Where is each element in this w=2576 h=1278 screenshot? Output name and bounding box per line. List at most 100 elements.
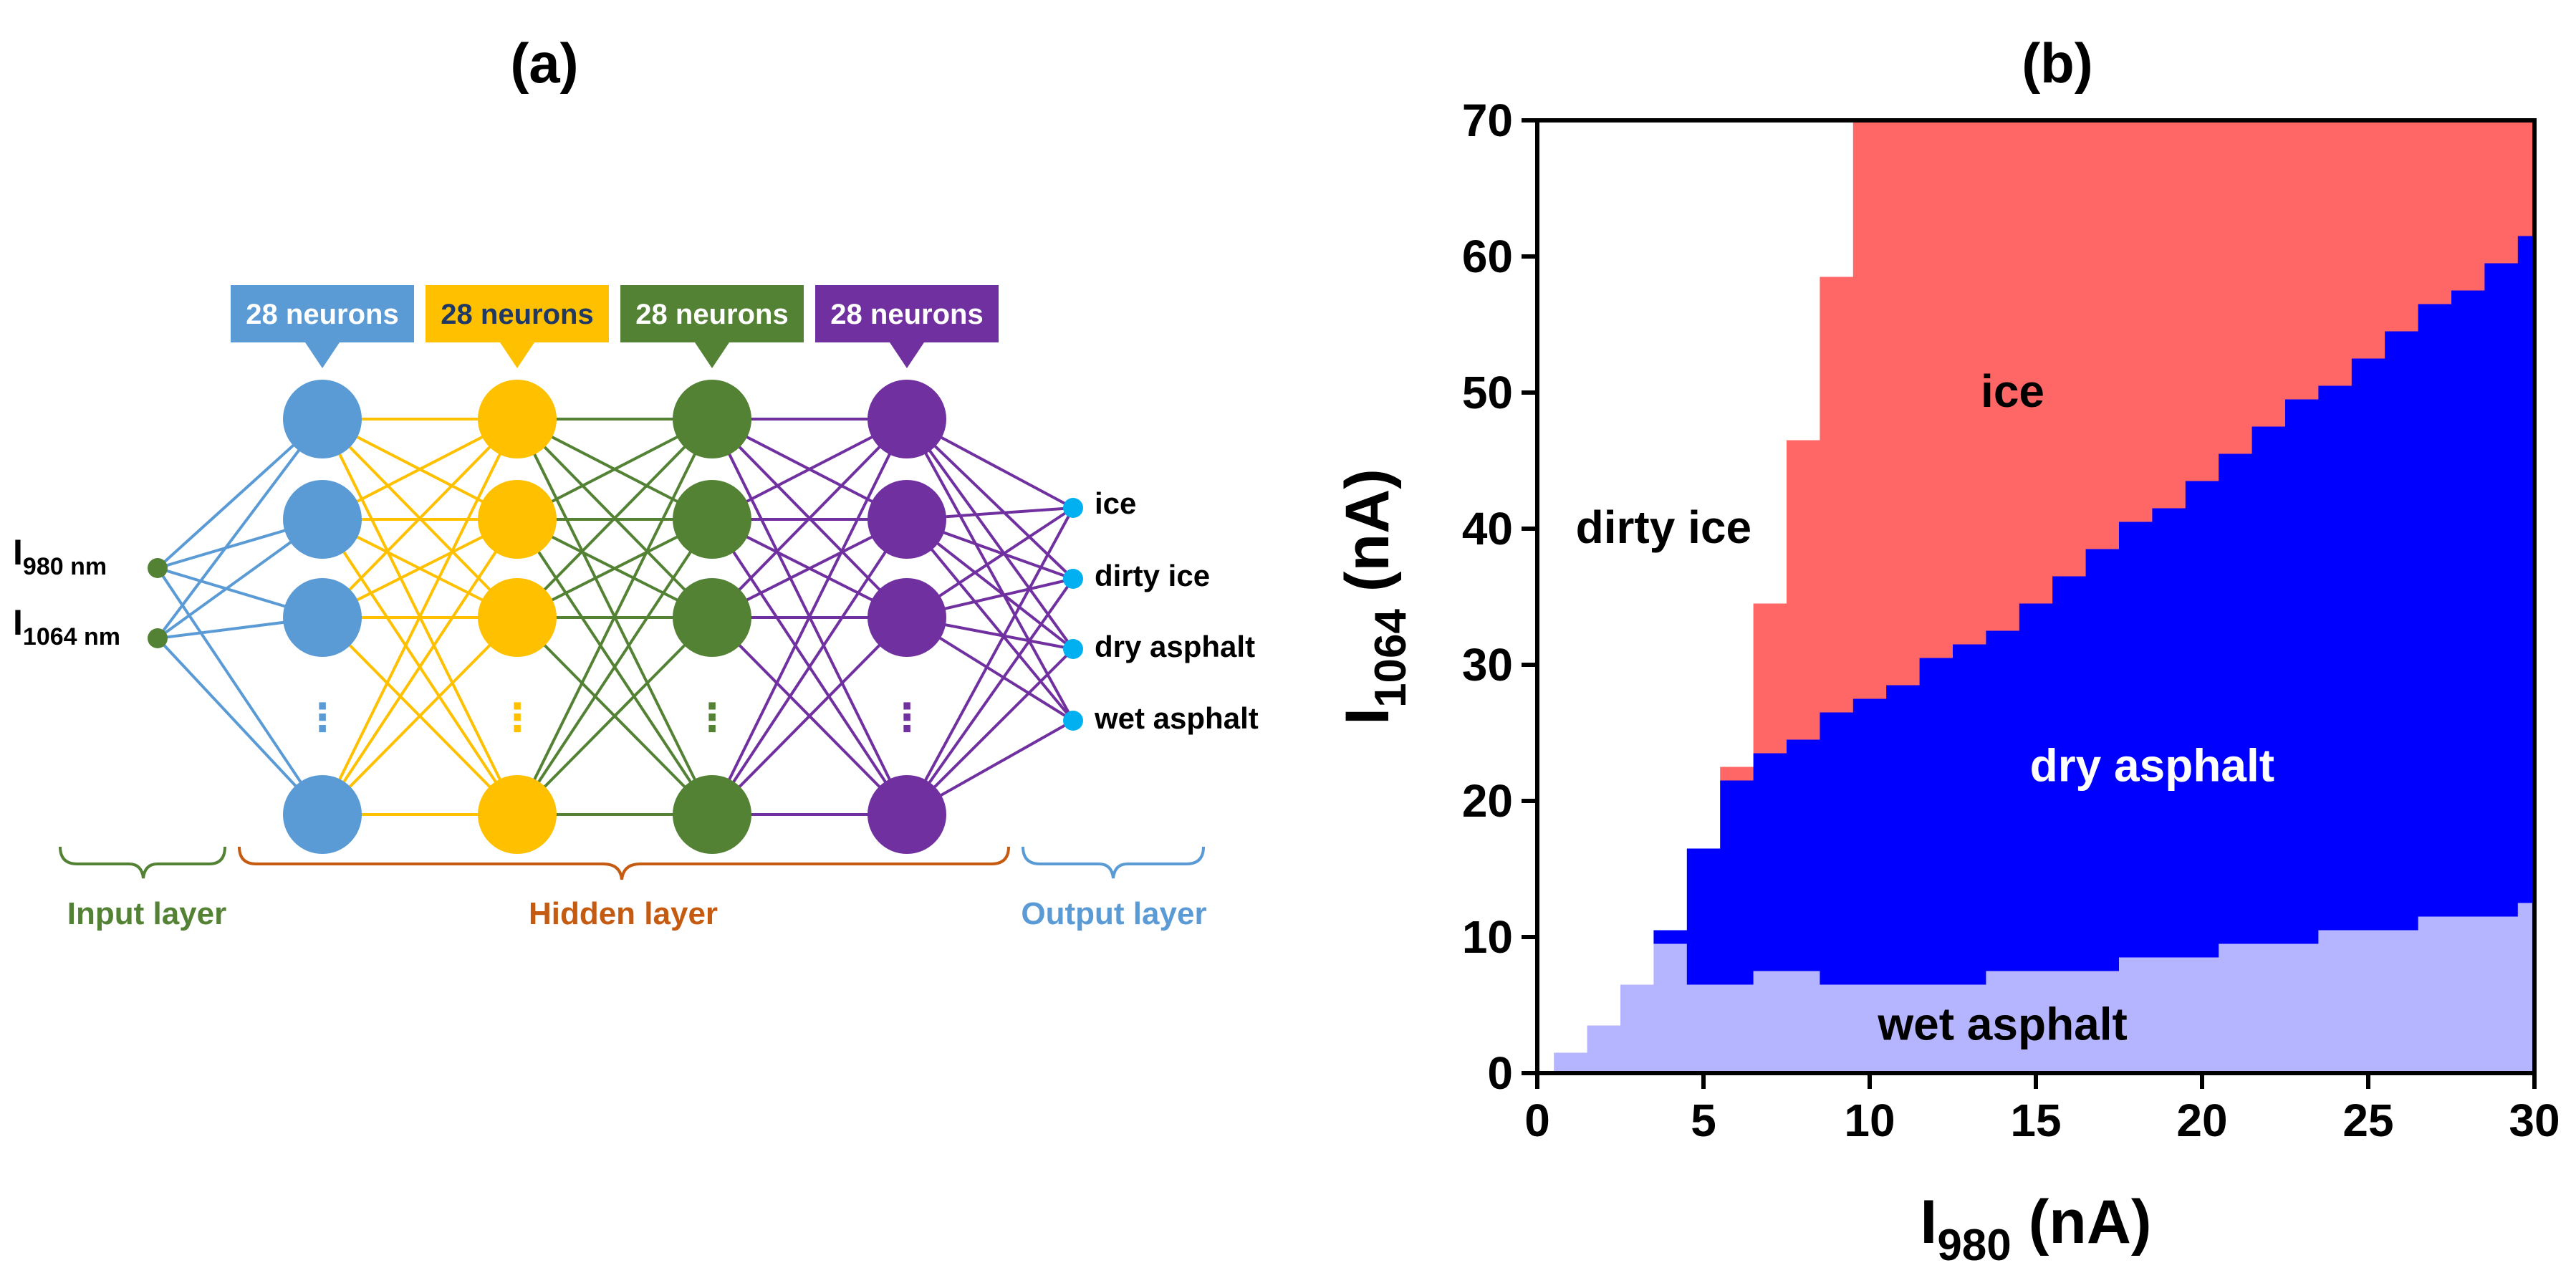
output-node (1063, 498, 1083, 518)
output-node (1063, 711, 1083, 731)
neuron-count-text: 28 neurons (830, 299, 983, 330)
region-cell-ice (1986, 120, 2020, 631)
neuron-count-badge (426, 285, 609, 342)
badge-pointer (890, 342, 924, 368)
input-label-980: I980 nm (13, 532, 107, 580)
connection-line (321, 418, 519, 815)
region-cell-wet-asphalt (1852, 984, 1887, 1073)
region-cell-wet-asphalt (2484, 916, 2519, 1073)
panel-a-label: (a) (510, 32, 578, 95)
connection-line (516, 418, 713, 815)
region-cell-ice (1953, 120, 1986, 645)
neuron-count-badge (620, 285, 804, 342)
region-cell-ice (2517, 120, 2535, 236)
connection-line (905, 418, 1075, 650)
region-cell-wet-asphalt (2185, 957, 2219, 1073)
region-cell-wet-asphalt (1886, 984, 1921, 1073)
region-cell-ice (1787, 440, 1820, 740)
hidden-neuron (868, 578, 946, 657)
region-cell-ice (2351, 120, 2385, 359)
connection-line (905, 518, 1075, 722)
output-layer-brace (1022, 846, 1205, 879)
region-cell-wet-asphalt (1620, 984, 1654, 1073)
network-nodes: ⋮ ⋮ ⋮ ⋮ (148, 380, 1083, 854)
neuron-ellipsis: ⋮ (498, 696, 537, 739)
input-layer-brace (59, 846, 226, 879)
neuron-ellipsis: ⋮ (303, 696, 342, 739)
x-tick-label: 25 (2342, 1095, 2393, 1146)
region-cell-wet-asphalt (2385, 930, 2419, 1073)
connection-line (905, 507, 1075, 815)
connection-line (516, 418, 713, 619)
neuron-count-text: 28 neurons (635, 299, 788, 330)
axis-ticks: 0 5 10 15 20 25 30 0 10 20 30 40 50 60 70 (1462, 95, 2560, 1146)
output-layer-label: Output layer (1021, 896, 1206, 931)
region-cell-wet-asphalt (2517, 903, 2535, 1073)
badge-stem (706, 341, 719, 352)
region-cell-ice (2152, 120, 2186, 509)
badge-stem (900, 341, 913, 352)
x-tick-label: 10 (1844, 1095, 1895, 1146)
region-cell-dry-asphalt (1986, 630, 2020, 971)
region-cell-wet-asphalt (2451, 916, 2485, 1073)
region-cell-wet-asphalt (1919, 984, 1953, 1073)
panel-b-label: (b) (2022, 32, 2093, 95)
region-cell-ice (2251, 120, 2286, 427)
region-cell-wet-asphalt (2251, 943, 2286, 1073)
hidden-layer-label: Hidden layer (529, 896, 718, 931)
region-cell-dry-asphalt (2451, 290, 2485, 917)
region-cell-ice (1820, 277, 1854, 713)
x-tick-label: 15 (2010, 1095, 2061, 1146)
region-label: ice (1981, 365, 2044, 417)
hidden-neuron (868, 775, 946, 854)
neuron-count-text: 28 neurons (441, 299, 593, 330)
hidden-neuron (673, 578, 751, 657)
region-cell-dry-asphalt (2517, 236, 2535, 903)
x-axis-title: I980 (nA) (1920, 1188, 2151, 1270)
y-tick-label: 50 (1462, 367, 1513, 418)
input-node-1 (148, 558, 168, 578)
badge-pointer (695, 342, 729, 368)
y-tick-label: 20 (1462, 775, 1513, 827)
region-cell-dry-asphalt (2085, 549, 2120, 971)
region-cell-dry-asphalt (2185, 481, 2219, 958)
region-cell-wet-asphalt (1554, 1052, 1588, 1073)
region-label: wet asphalt (1877, 999, 2128, 1050)
region-cell-dry-asphalt (2484, 263, 2519, 917)
region-cell-wet-asphalt (2052, 971, 2087, 1073)
region-cell-ice (2318, 120, 2352, 386)
hidden-neuron (673, 380, 751, 458)
neuron-ellipsis: ⋮ (693, 696, 731, 739)
region-cell-ice (2285, 120, 2319, 400)
hidden-neuron (283, 578, 362, 657)
region-cell-wet-asphalt (2318, 930, 2352, 1073)
region-cell-dry-asphalt (1919, 658, 1953, 985)
region-cell-dry-asphalt (2119, 522, 2153, 958)
region-cell-dry-asphalt (1753, 753, 1787, 971)
region-cell-wet-asphalt (1753, 971, 1787, 1073)
connection-line (711, 518, 908, 816)
neuron-count-text: 28 neurons (246, 299, 398, 330)
region-cell-dry-asphalt (1653, 930, 1688, 944)
hidden-neuron (868, 380, 946, 458)
region-cell-dry-asphalt (2418, 304, 2452, 917)
hidden-neuron (868, 480, 946, 559)
region-label: dirty ice (1576, 501, 1751, 553)
region-cell-ice (1852, 120, 1887, 699)
connection-line (156, 637, 324, 816)
y-tick-label: 60 (1462, 231, 1513, 282)
region-cell-ice (2085, 120, 2120, 549)
classification-map-chart: (b) 0 5 10 15 20 25 30 0 10 20 30 40 50 60 70 ice dirty… (1333, 32, 2560, 1270)
connection-line (711, 418, 908, 815)
x-tick-label: 0 (1524, 1095, 1550, 1146)
region-cell-wet-asphalt (1787, 971, 1820, 1073)
region-cell-wet-asphalt (1720, 984, 1754, 1073)
x-tick-label: 30 (2509, 1095, 2560, 1146)
region-cell-wet-asphalt (2152, 957, 2186, 1073)
region-cell-dry-asphalt (2285, 399, 2319, 944)
region-cell-wet-asphalt (1653, 943, 1688, 1073)
badge-pointer (500, 342, 534, 368)
output-node (1063, 639, 1083, 659)
output-label-dry-asphalt: dry asphalt (1095, 630, 1255, 663)
